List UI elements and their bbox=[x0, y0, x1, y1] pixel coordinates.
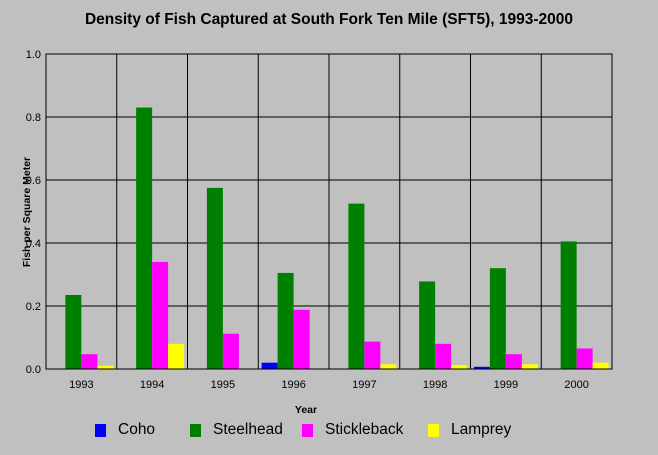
y-tick-label: 0.6 bbox=[26, 175, 41, 187]
bar-steelhead-1999 bbox=[489, 268, 506, 369]
bar-steelhead-1994 bbox=[136, 107, 153, 370]
y-tick-label: 0.8 bbox=[26, 112, 41, 124]
legend-swatch bbox=[95, 423, 106, 437]
x-tick-label: 2000 bbox=[564, 379, 588, 391]
bar-steelhead-1993 bbox=[65, 294, 82, 369]
x-tick-label: 1998 bbox=[423, 379, 447, 391]
bar-lamprey-2000 bbox=[592, 362, 609, 369]
bar-coho-1996 bbox=[261, 362, 278, 369]
legend-label: Lamprey bbox=[451, 421, 512, 438]
legend-item-coho: Coho bbox=[95, 420, 155, 440]
bar-coho-1999 bbox=[473, 366, 490, 369]
axes bbox=[45, 53, 613, 370]
legend-label: Stickleback bbox=[325, 421, 404, 438]
chart-title: Density of Fish Captured at South Fork T… bbox=[84, 11, 574, 28]
bar-stickleback-1994 bbox=[152, 261, 169, 369]
legend-item-stickleback: Stickleback bbox=[302, 420, 403, 440]
y-tick-label: 0.2 bbox=[26, 301, 41, 313]
bar-stickleback-1993 bbox=[81, 354, 98, 369]
gridlines bbox=[46, 53, 612, 369]
x-tick-label: 1995 bbox=[211, 379, 235, 391]
bar-lamprey-1999 bbox=[521, 364, 538, 369]
legend-swatch bbox=[302, 423, 313, 437]
plot-frame bbox=[45, 53, 613, 370]
y-tick-label: 0.0 bbox=[26, 364, 41, 376]
x-tick-label: 1996 bbox=[281, 379, 305, 391]
bar-steelhead-1995 bbox=[206, 187, 223, 369]
y-tick-label: 1.0 bbox=[26, 49, 41, 61]
legend-swatch bbox=[190, 423, 201, 437]
tick-labels: 0.0 0.2 0.4 0.6 0.8 1.0 1993 1994 1995 1996 1997 19… bbox=[26, 49, 589, 391]
x-tick-label: 1999 bbox=[494, 379, 518, 391]
bar-lamprey-1994 bbox=[168, 343, 185, 369]
legend-item-steelhead: Steelhead bbox=[190, 420, 283, 440]
legend-label: Steelhead bbox=[213, 421, 283, 438]
legend-swatch bbox=[428, 423, 439, 437]
y-axis-label: Fish per Square Meter bbox=[21, 157, 33, 267]
bar-steelhead-1996 bbox=[277, 272, 294, 369]
legend-item-lamprey: Lamprey bbox=[428, 420, 511, 440]
bars bbox=[65, 107, 609, 370]
bar-stickleback-1995 bbox=[222, 333, 239, 369]
bar-stickleback-1998 bbox=[435, 343, 452, 369]
x-tick-label: 1993 bbox=[69, 379, 93, 391]
bar-steelhead-1997 bbox=[348, 203, 365, 369]
bar-steelhead-2000 bbox=[560, 241, 577, 369]
bar-lamprey-1997 bbox=[380, 364, 397, 369]
bar-steelhead-1998 bbox=[419, 281, 436, 369]
bar-stickleback-1999 bbox=[505, 354, 522, 369]
bar-lamprey-1993 bbox=[97, 365, 114, 369]
x-tick-label: 1994 bbox=[140, 379, 164, 391]
bar-lamprey-1998 bbox=[451, 364, 468, 369]
legend-label: Coho bbox=[118, 421, 156, 438]
x-tick-label: 1997 bbox=[352, 379, 376, 391]
bar-stickleback-2000 bbox=[576, 348, 593, 369]
bar-stickleback-1996 bbox=[293, 309, 310, 369]
bar-stickleback-1997 bbox=[364, 341, 381, 369]
y-tick-label: 0.4 bbox=[26, 238, 41, 250]
x-axis-label: Year bbox=[295, 404, 317, 416]
